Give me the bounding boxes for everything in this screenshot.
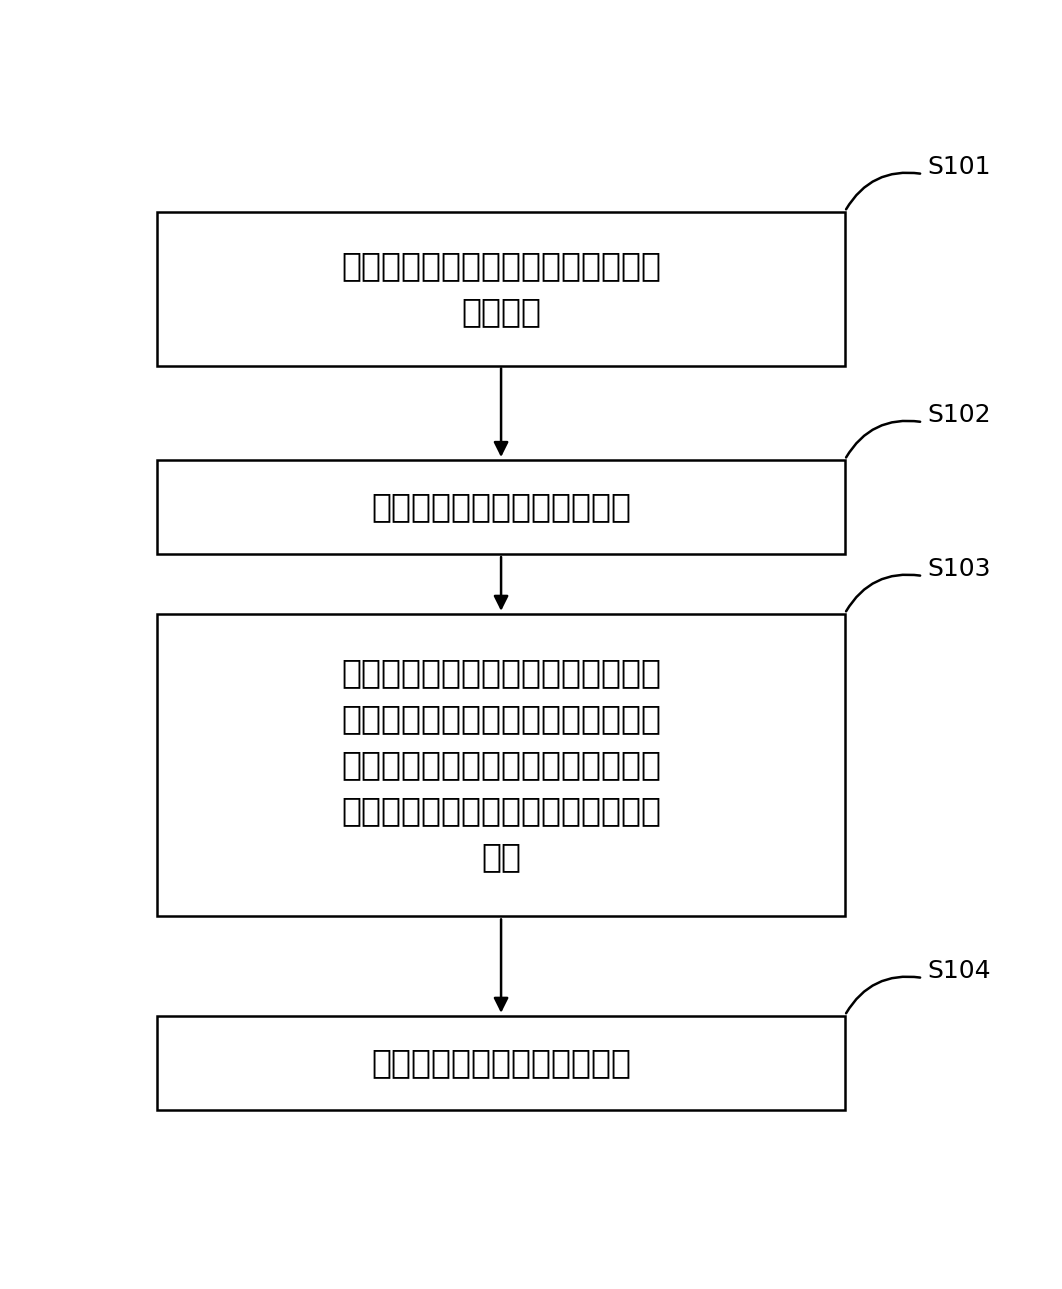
Text: S104: S104 — [927, 959, 991, 984]
FancyBboxPatch shape — [157, 1016, 844, 1110]
Text: S101: S101 — [927, 155, 991, 179]
Text: S102: S102 — [927, 403, 991, 427]
Text: 获取胎监数据，所述胎监数据包括胎
心率数据: 获取胎监数据，所述胎监数据包括胎 心率数据 — [341, 249, 661, 329]
FancyBboxPatch shape — [157, 460, 844, 554]
Text: 获取所述胎监数据的峰值序列: 获取所述胎监数据的峰值序列 — [371, 1047, 631, 1079]
FancyBboxPatch shape — [157, 211, 844, 366]
Text: 分析所述峰值序列，获取胎监数据变
化信息，所述胎监数据变化信息包括
所述胎心率数据对应的胎心率基线，
以及胎心率加速或胎心率减速的变化
频次: 分析所述峰值序列，获取胎监数据变 化信息，所述胎监数据变化信息包括 所述胎心率数… — [341, 656, 661, 874]
FancyBboxPatch shape — [157, 614, 844, 916]
Text: S103: S103 — [927, 557, 991, 581]
Text: 获取所述胎监数据的峰值序列: 获取所述胎监数据的峰值序列 — [371, 491, 631, 523]
